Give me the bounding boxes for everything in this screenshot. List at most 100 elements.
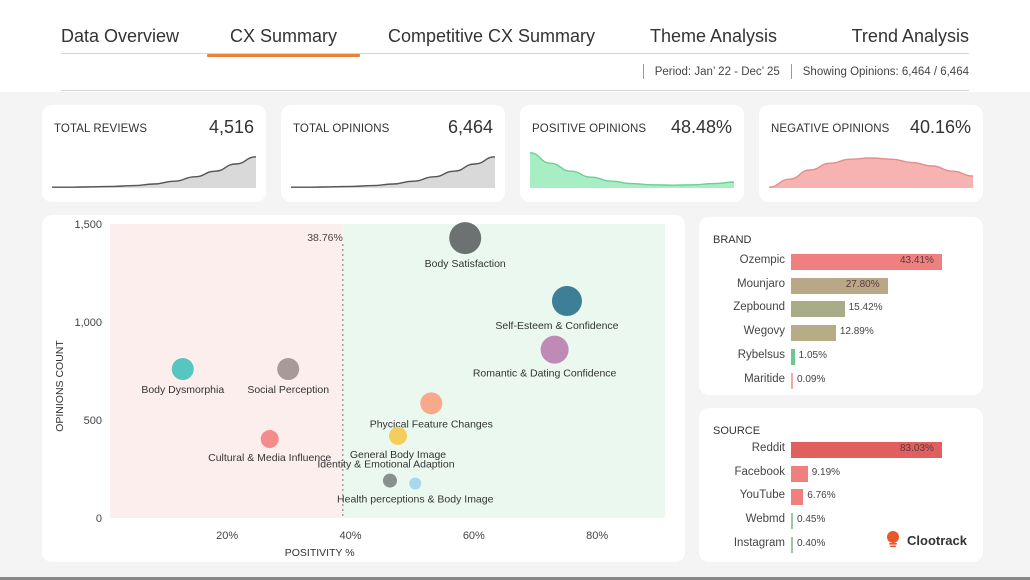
brand-bar-row[interactable]: Maritide 0.09% <box>699 372 983 390</box>
bubble[interactable] <box>382 473 397 488</box>
brand-bar-row[interactable]: Zepbound 15.42% <box>699 300 983 318</box>
bubble[interactable] <box>277 358 300 381</box>
kpi-value: 6,464 <box>447 117 493 137</box>
brand-bar-label: Zepbound <box>733 301 785 314</box>
top-bar: Data Overview CX Summary Competitive CX … <box>0 0 1030 92</box>
bubble-label: Social Perception <box>247 384 329 396</box>
bubble[interactable] <box>551 286 582 317</box>
brand-bar-label: Rybelsus <box>737 348 785 361</box>
sparkline-line <box>530 152 734 186</box>
bubble[interactable] <box>540 335 569 364</box>
bubble[interactable] <box>171 358 194 381</box>
brand-bar[interactable] <box>791 348 795 365</box>
kpi-value: 48.48% <box>670 117 732 137</box>
x-axis-label: POSITIVITY % <box>285 547 355 559</box>
source-bar-value: 83.03% <box>900 443 934 454</box>
kpi-card-negative-opinions: NEGATIVE OPINIONS 40.16% <box>759 105 983 202</box>
logo-text: Clootrack <box>907 532 967 548</box>
source-bar-row[interactable]: Facebook 9.19% <box>699 465 983 483</box>
source-bar-row[interactable]: YouTube 6.76% <box>699 488 983 506</box>
brand-bar-row[interactable]: Rybelsus 1.05% <box>699 348 983 366</box>
sparkline-line <box>52 156 256 188</box>
tab-theme-analysis[interactable]: Theme Analysis <box>650 26 778 46</box>
negative-zone <box>110 224 343 518</box>
source-bar[interactable] <box>791 489 804 506</box>
y-tick-label: 0 <box>96 513 102 525</box>
y-tick-label: 1,500 <box>74 219 102 231</box>
source-bar-label: Instagram <box>733 536 785 549</box>
source-bar-label: Webmd <box>745 513 785 526</box>
divider <box>0 577 1030 580</box>
brand-bar-row[interactable]: Ozempic 43.41% <box>699 253 983 271</box>
brand-bar[interactable] <box>791 277 888 294</box>
divider <box>61 90 969 91</box>
source-bar[interactable] <box>791 442 942 458</box>
source-bar-label: Reddit <box>751 442 785 454</box>
bubble[interactable] <box>449 222 482 255</box>
source-bar-row[interactable]: Reddit 83.03% <box>699 441 983 459</box>
source-card: SOURCE Reddit 83.03% Facebook 9.19% YouTube 6… <box>699 408 983 562</box>
kpi-sparkline <box>291 156 495 188</box>
kpi-card-total-reviews: TOTAL REVIEWS 4,516 <box>42 105 266 202</box>
bubble[interactable] <box>420 392 443 415</box>
tab-trend-analysis[interactable]: Trend Analysis <box>851 26 969 46</box>
brand-bar[interactable] <box>791 372 793 389</box>
kpi-label: POSITIVE OPINIONS <box>532 123 647 135</box>
y-tick-label: 500 <box>84 415 102 427</box>
brand-bar[interactable] <box>791 301 845 318</box>
x-tick-label: 80% <box>586 530 608 542</box>
tab-competitive-cx-summary[interactable]: Competitive CX Summary <box>388 26 596 46</box>
bubble[interactable] <box>409 477 422 490</box>
x-tick-label: 40% <box>339 530 361 542</box>
y-tick-label: 1,000 <box>74 317 102 329</box>
source-bar[interactable] <box>791 513 793 530</box>
brand-bar-value: 12.89% <box>839 326 874 338</box>
brand-bar[interactable] <box>791 325 836 342</box>
sparkline-area <box>52 156 256 188</box>
threshold-label: 38.76% <box>307 232 343 244</box>
tab-cx-summary[interactable]: CX Summary <box>206 26 361 57</box>
brand-bar-value: 1.05% <box>798 349 827 361</box>
kpi-card-positive-opinions: POSITIVE OPINIONS 48.48% <box>520 105 744 202</box>
source-bar-label: Facebook <box>734 465 785 478</box>
bubble-label: Identity & Emotional Adaption <box>317 459 454 471</box>
bubble-label: Romantic & Dating Confidence <box>473 368 617 380</box>
source-bar-label: YouTube <box>739 489 785 502</box>
kpi-sparkline <box>530 152 734 188</box>
source-bar[interactable] <box>791 465 808 482</box>
sparkline-area <box>769 158 973 188</box>
brand-bar-row[interactable]: Mounjaro 27.80% <box>699 277 983 295</box>
brand-bar-label: Maritide <box>744 372 785 385</box>
tab-data-overview[interactable]: Data Overview <box>61 26 180 46</box>
bubble-label: Health perceptions & Body Image <box>337 494 494 506</box>
positive-zone <box>342 224 665 518</box>
bubble[interactable] <box>388 426 407 445</box>
brand-bar[interactable] <box>791 254 942 270</box>
source-bar-value: 9.19% <box>811 466 841 478</box>
kpi-sparkline <box>769 157 973 188</box>
brand-bar-value: 0.09% <box>797 373 826 385</box>
brand-bar-value: 43.41% <box>900 255 934 266</box>
source-title: SOURCE <box>713 425 761 437</box>
nav-tabs: Data Overview CX Summary Competitive CX … <box>61 14 969 57</box>
bubble[interactable] <box>260 430 279 449</box>
source-bar-row[interactable]: Webmd 0.45% <box>699 512 983 530</box>
x-tick-label: 60% <box>463 530 485 542</box>
clootrack-logo: Clootrack <box>886 531 967 549</box>
kpi-label: TOTAL REVIEWS <box>54 123 148 135</box>
bubble-label: General Body Image <box>350 449 446 461</box>
brand-bar-label: Ozempic <box>739 254 785 266</box>
brand-bar-row[interactable]: Wegovy 12.89% <box>699 324 983 342</box>
bubble-label: Body Dysmorphia <box>141 384 224 396</box>
kpi-value: 40.16% <box>909 117 971 137</box>
source-bar-value: 6.76% <box>807 490 836 502</box>
bubble-chart: 38.76% 0 500 1,000 1,500 20% 40% 60% 80% POSITIVI… <box>54 219 665 559</box>
period-label[interactable]: Period: Jan’ 22 - Dec’ 25 <box>654 65 780 78</box>
kpi-label: TOTAL OPINIONS <box>293 123 390 135</box>
source-bar-row[interactable]: Instagram 0.40% <box>699 536 983 554</box>
y-axis-label: OPINIONS COUNT <box>54 340 66 432</box>
sparkline-area <box>530 152 734 188</box>
source-bar[interactable] <box>791 536 793 553</box>
source-bar-value: 0.40% <box>797 537 826 549</box>
divider <box>642 64 644 79</box>
